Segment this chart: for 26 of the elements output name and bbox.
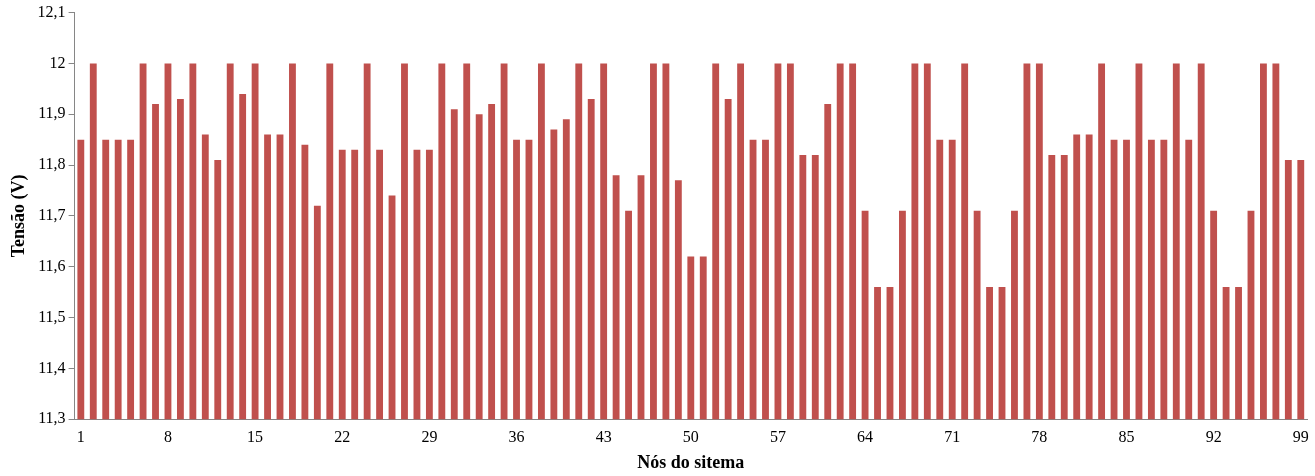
x-tick-label: 64	[857, 428, 874, 445]
x-tick-label: 1	[76, 428, 85, 445]
x-tick-label: 29	[421, 428, 438, 445]
x-tick-label: 99	[1292, 428, 1309, 445]
y-tick-label: 11,5	[38, 307, 66, 325]
x-tick-label: 22	[334, 428, 351, 445]
y-tick-label: 12,1	[37, 2, 66, 20]
y-tick-label: 11,3	[38, 409, 66, 427]
x-tick-label: 8	[163, 428, 172, 445]
x-tick-label: 92	[1205, 428, 1222, 445]
y-tick-label: 11,7	[38, 206, 66, 224]
x-tick-label: 43	[595, 428, 612, 445]
x-tick-label: 15	[247, 428, 264, 445]
x-tick-label: 78	[1031, 428, 1048, 445]
x-tick-label: 36	[508, 428, 525, 445]
x-tick-label: 50	[682, 428, 699, 445]
x-tick-label: 71	[944, 428, 961, 445]
y-tick-label: 11,9	[38, 104, 66, 122]
x-tick-label: 57	[769, 428, 786, 445]
y-axis-title: Tensão (V)	[8, 174, 30, 258]
y-tick-label: 11,8	[38, 155, 66, 173]
y-tick-label: 12	[49, 53, 66, 71]
x-axis-title: Nós do sitema	[637, 451, 745, 472]
x-tick-label: 85	[1118, 428, 1135, 445]
y-tick-label: 11,6	[38, 256, 66, 274]
y-tick-label: 11,4	[38, 358, 66, 376]
